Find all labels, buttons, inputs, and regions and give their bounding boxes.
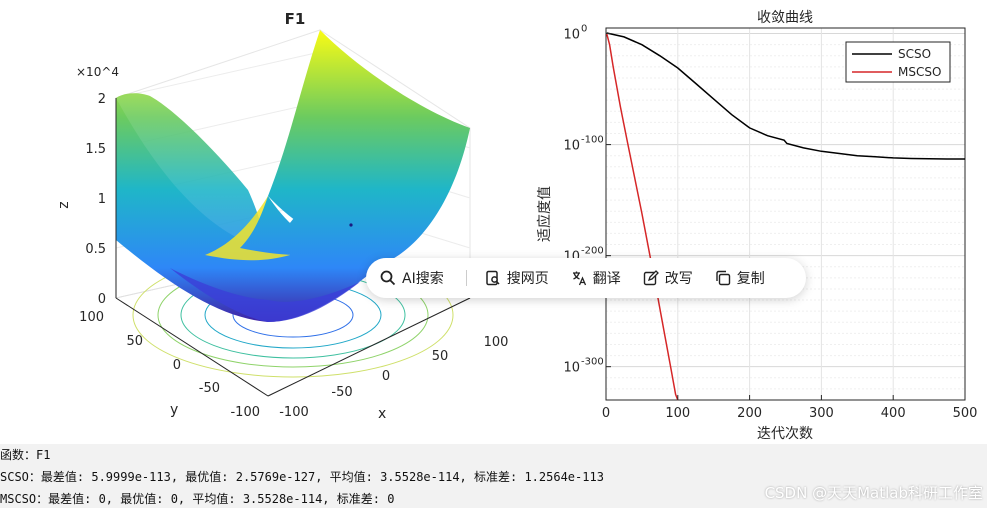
- x-tick-label: 0: [382, 369, 390, 384]
- toolbar-divider: [465, 270, 467, 286]
- z-tick-label: 0: [98, 292, 106, 307]
- z-tick-label: 2: [98, 92, 106, 107]
- x-tick-label: 200: [737, 406, 762, 421]
- rewrite-button[interactable]: 改写: [643, 268, 693, 288]
- y-tick-exponent: -200: [581, 246, 604, 257]
- legend-label-scso: SCSO: [898, 47, 931, 61]
- y-tick-label: 0: [173, 358, 181, 373]
- web-search-label: 搜网页: [506, 271, 549, 287]
- convergence-y-label: 适应度值: [536, 186, 553, 242]
- series-line-mscso: [605, 33, 679, 401]
- convergence-title: 收敛曲线: [757, 10, 813, 26]
- y-tick-exponent: -100: [581, 135, 604, 146]
- legend-label-mscso: MSCSO: [898, 65, 941, 79]
- z-tick-label: 1: [98, 192, 106, 207]
- x-axis-label: x: [378, 406, 386, 422]
- y-axis-label: y: [170, 402, 178, 418]
- legend: SCSO MSCSO: [845, 41, 951, 83]
- web-search-button[interactable]: 搜网页: [485, 268, 549, 288]
- y-tick-label: -50: [199, 381, 220, 396]
- y-tick-label: 50: [126, 334, 143, 349]
- console-line: MSCSO：最差值: 0, 最优值: 0, 平均值: 3.5528e-114, …: [0, 492, 395, 506]
- x-tick-label: 500: [953, 406, 978, 421]
- search-icon: [380, 270, 396, 286]
- series-line-scso: [606, 32, 965, 160]
- y-tick-label: -100: [230, 405, 260, 420]
- translate-button[interactable]: 翻译: [571, 268, 621, 288]
- y-tick-exponent: -300: [581, 357, 604, 368]
- z-axis-label: z: [56, 201, 72, 208]
- y-tick-exponent: 0: [581, 24, 587, 35]
- translate-label: 翻译: [592, 271, 621, 287]
- rewrite-label: 改写: [664, 271, 693, 287]
- x-tick-label: 100: [665, 406, 690, 421]
- y-tick-label: 10: [563, 139, 580, 154]
- z-tick-label: 0.5: [85, 242, 106, 257]
- copy-label: 复制: [736, 271, 765, 287]
- grid-lines: [606, 33, 965, 401]
- figure-canvas: 0 0.5 1 1.5 2 ×10^4 z 100 50 0 -50 -100 …: [56, 10, 977, 442]
- console-line: SCSO：最差值: 5.9999e-113, 最优值: 2.5769e-127,…: [0, 470, 604, 484]
- x-tick-label: 100: [484, 335, 509, 350]
- x-tick-label: 50: [432, 349, 449, 364]
- web-search-icon: [485, 270, 500, 286]
- x-tick-label: -50: [331, 385, 352, 400]
- ai-search-button[interactable]: AI搜索: [380, 268, 444, 288]
- z-tick-label: 1.5: [85, 142, 106, 157]
- watermark: CSDN @天天Matlab科研工作室: [764, 484, 983, 502]
- x-tick-label: 300: [809, 406, 834, 421]
- ai-search-label: AI搜索: [402, 271, 444, 287]
- y-tick-label: 100: [79, 310, 104, 325]
- surface-title: F1: [285, 10, 306, 28]
- x-tick-label: 400: [881, 406, 906, 421]
- console-line: 函数：F1: [0, 448, 51, 462]
- x-tick-label: -100: [279, 405, 309, 420]
- translate-icon: [572, 271, 586, 286]
- rewrite-icon: [643, 270, 659, 286]
- surface-plot: 0 0.5 1 1.5 2 ×10^4 z 100 50 0 -50 -100 …: [56, 10, 508, 422]
- z-exponent: ×10^4: [76, 65, 119, 79]
- convergence-x-label: 迭代次数: [757, 426, 813, 442]
- x-tick-label: 0: [602, 406, 610, 421]
- y-tick-label: 10: [563, 361, 580, 376]
- copy-button[interactable]: 复制: [715, 268, 765, 288]
- selection-toolbar: AI搜索 搜网页 翻译 改写 复制: [366, 258, 806, 298]
- console-output: 函数：F1 SCSO：最差值: 5.9999e-113, 最优值: 2.5769…: [0, 444, 987, 508]
- y-tick-label: 10: [563, 28, 580, 43]
- copy-icon: [716, 270, 730, 286]
